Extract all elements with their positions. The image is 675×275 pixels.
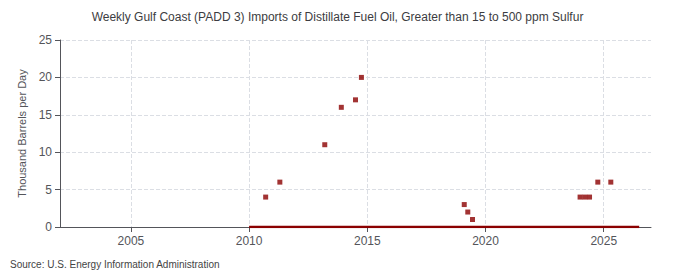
- svg-text:Source: U.S. Energy Informatio: Source: U.S. Energy Information Administ…: [10, 259, 220, 270]
- svg-text:5: 5: [45, 183, 52, 197]
- svg-text:2015: 2015: [354, 234, 381, 248]
- svg-text:2025: 2025: [590, 234, 617, 248]
- svg-text:2005: 2005: [118, 234, 145, 248]
- svg-text:Weekly Gulf Coast (PADD 3) Imp: Weekly Gulf Coast (PADD 3) Imports of Di…: [92, 10, 584, 24]
- svg-text:0: 0: [45, 220, 52, 234]
- svg-text:2010: 2010: [236, 234, 263, 248]
- svg-text:10: 10: [39, 145, 53, 159]
- svg-text:15: 15: [39, 108, 53, 122]
- svg-text:2020: 2020: [472, 234, 499, 248]
- svg-text:Thousand Barrels per Day: Thousand Barrels per Day: [16, 69, 28, 198]
- svg-text:25: 25: [39, 33, 53, 47]
- svg-text:20: 20: [39, 70, 53, 84]
